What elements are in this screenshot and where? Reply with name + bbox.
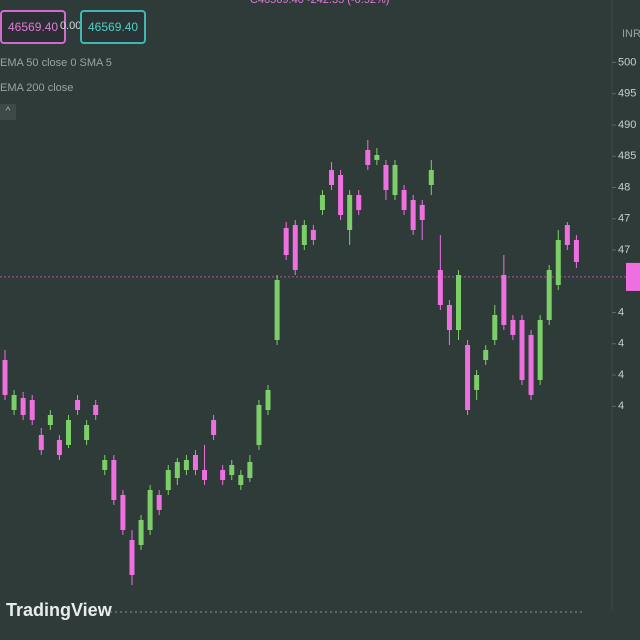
watermark: TradingView (6, 600, 112, 620)
y-tick-label: 4 (618, 369, 624, 381)
candle-body (183, 460, 189, 470)
candle-body (29, 400, 35, 420)
sell-button[interactable]: 46569.40 (0, 10, 67, 44)
candle-body (292, 225, 298, 270)
candle-body (310, 230, 316, 240)
y-tick-label: 47 (618, 213, 630, 225)
candle-body (555, 240, 561, 285)
candle-body (238, 475, 244, 485)
candle-body (347, 195, 353, 230)
candle-body (492, 315, 498, 340)
candle-body (573, 240, 579, 262)
candle-body (174, 462, 180, 478)
candle-body (120, 495, 126, 530)
candle-body (383, 165, 389, 190)
candle-body (75, 400, 81, 410)
candle-body (247, 462, 253, 478)
candle-body (365, 150, 371, 165)
candle-body (2, 360, 8, 395)
candle-body (211, 420, 217, 435)
candle-body (410, 200, 416, 230)
collapse-button[interactable]: ^ (0, 104, 16, 120)
y-tick-label: 4 (618, 306, 624, 318)
candle-body (138, 520, 144, 545)
candle-body (537, 320, 543, 380)
candle-body (156, 495, 162, 510)
candle-body (301, 225, 307, 245)
candle-body (111, 460, 117, 500)
candle-body (401, 190, 407, 210)
candle-body (165, 470, 171, 490)
candle-body (38, 435, 44, 450)
candle-body (446, 305, 452, 330)
indicator-label[interactable]: EMA 200 close (0, 82, 74, 94)
candle-body (519, 320, 525, 380)
candle-body (428, 170, 434, 185)
price-label (626, 262, 640, 291)
candle-body (229, 465, 235, 475)
y-tick-label: 500 (618, 56, 636, 68)
candle-body (329, 170, 335, 185)
candle-body (84, 425, 90, 440)
candle-body (392, 165, 398, 195)
candle-body (256, 405, 262, 445)
buy-button[interactable]: 46569.40 (80, 10, 147, 44)
candle-body (147, 490, 153, 530)
candle-body (265, 390, 271, 410)
candle-body (474, 375, 480, 390)
y-tick-label: 490 (618, 119, 636, 131)
candle-body (456, 275, 461, 330)
candle-body (20, 398, 26, 415)
candle-body (546, 270, 552, 320)
candle-body (338, 175, 344, 215)
candle-body (465, 345, 471, 410)
candle-body (202, 470, 208, 480)
candle-body (11, 395, 17, 410)
candle-body (283, 228, 289, 255)
candle-body (501, 275, 507, 325)
candle-body (220, 470, 226, 480)
candle-body (129, 540, 135, 575)
candle-body (47, 415, 53, 425)
candle-body (483, 350, 489, 360)
candle-body (319, 195, 325, 210)
y-tick-label: 4 (618, 338, 624, 350)
candle-body (93, 405, 99, 415)
y-tick-label: 47 (618, 244, 630, 256)
y-tick-label: 495 (618, 88, 636, 100)
candle-body (564, 225, 570, 245)
indicator-label[interactable]: EMA 50 close 0 SMA 5 (0, 57, 112, 69)
candle-body (274, 280, 280, 340)
y-tick-label: 4 (618, 400, 624, 412)
ohlc-header: C46569.40 -242.35 (-0.52%) (250, 0, 390, 6)
candle-body (56, 440, 62, 455)
candle-body (528, 335, 534, 395)
candle-body (192, 455, 198, 470)
candle-body (356, 195, 362, 210)
candle-body (419, 205, 425, 220)
spread: 0.00 (60, 20, 82, 32)
candle-body (437, 270, 443, 305)
candle-body (102, 460, 108, 470)
y-tick-label: 48 (618, 181, 630, 193)
candle-body (374, 155, 380, 160)
candle-body (65, 420, 71, 445)
y-tick-label: 485 (618, 150, 636, 162)
candle-body (510, 320, 516, 335)
currency: INR (622, 28, 640, 40)
